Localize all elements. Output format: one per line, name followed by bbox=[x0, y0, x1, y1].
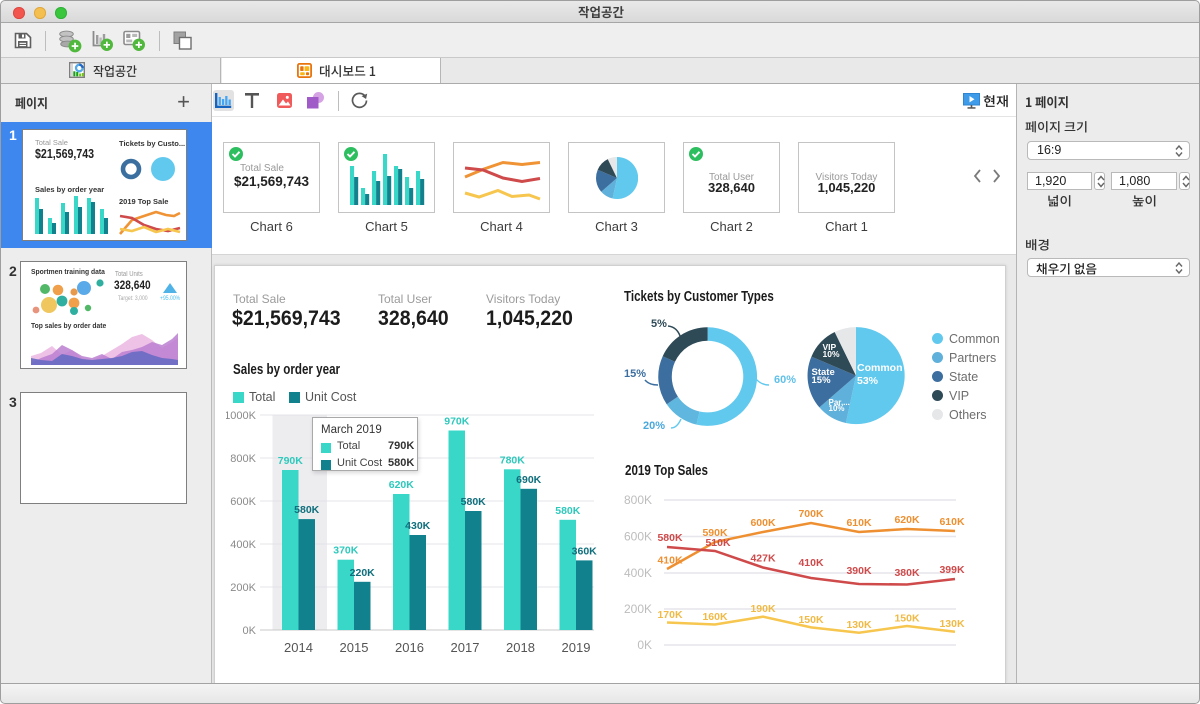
svg-text:130K: 130K bbox=[846, 619, 872, 631]
svg-text:580K: 580K bbox=[555, 505, 581, 517]
svg-text:590K: 590K bbox=[702, 527, 728, 539]
svg-text:510K: 510K bbox=[705, 537, 731, 549]
svg-text:360K: 360K bbox=[572, 545, 598, 557]
svg-text:410K: 410K bbox=[798, 557, 824, 569]
svg-text:790K: 790K bbox=[278, 455, 304, 467]
svg-text:0K: 0K bbox=[637, 638, 652, 652]
svg-text:800K: 800K bbox=[230, 453, 256, 465]
svg-text:610K: 610K bbox=[846, 517, 872, 529]
svg-text:600K: 600K bbox=[624, 530, 652, 544]
svg-text:2019: 2019 bbox=[562, 640, 591, 655]
svg-text:580K: 580K bbox=[294, 504, 320, 516]
svg-text:2014: 2014 bbox=[284, 640, 313, 655]
svg-text:370K: 370K bbox=[333, 545, 359, 557]
svg-text:400K: 400K bbox=[230, 539, 256, 551]
svg-text:410K: 410K bbox=[657, 555, 683, 567]
svg-text:600K: 600K bbox=[230, 496, 256, 508]
svg-text:580K: 580K bbox=[657, 532, 683, 544]
svg-text:399K: 399K bbox=[939, 564, 965, 576]
svg-text:390K: 390K bbox=[846, 565, 872, 577]
svg-text:800K: 800K bbox=[624, 493, 652, 507]
svg-text:150K: 150K bbox=[798, 614, 824, 626]
svg-text:130K: 130K bbox=[939, 618, 965, 630]
svg-text:400K: 400K bbox=[624, 566, 652, 580]
svg-text:2017: 2017 bbox=[451, 640, 480, 655]
svg-text:580K: 580K bbox=[461, 496, 487, 508]
svg-text:780K: 780K bbox=[500, 454, 526, 466]
svg-text:2015: 2015 bbox=[340, 640, 369, 655]
svg-text:220K: 220K bbox=[350, 567, 376, 579]
svg-text:200K: 200K bbox=[624, 602, 652, 616]
svg-text:610K: 610K bbox=[939, 516, 965, 528]
svg-text:620K: 620K bbox=[389, 479, 415, 491]
svg-text:0K: 0K bbox=[243, 625, 257, 637]
svg-text:2016: 2016 bbox=[395, 640, 424, 655]
svg-text:600K: 600K bbox=[750, 517, 776, 529]
svg-text:430K: 430K bbox=[405, 520, 431, 532]
svg-text:1000K: 1000K bbox=[226, 410, 257, 422]
svg-text:190K: 190K bbox=[750, 603, 776, 615]
svg-text:690K: 690K bbox=[516, 474, 542, 486]
svg-text:970K: 970K bbox=[444, 416, 470, 428]
svg-text:200K: 200K bbox=[230, 582, 256, 594]
svg-text:380K: 380K bbox=[894, 567, 920, 579]
svg-text:2018: 2018 bbox=[506, 640, 535, 655]
svg-text:150K: 150K bbox=[894, 613, 920, 625]
svg-text:160K: 160K bbox=[702, 611, 728, 623]
svg-text:427K: 427K bbox=[750, 553, 776, 565]
svg-text:170K: 170K bbox=[657, 609, 683, 621]
svg-text:700K: 700K bbox=[798, 508, 824, 520]
svg-text:620K: 620K bbox=[894, 514, 920, 526]
